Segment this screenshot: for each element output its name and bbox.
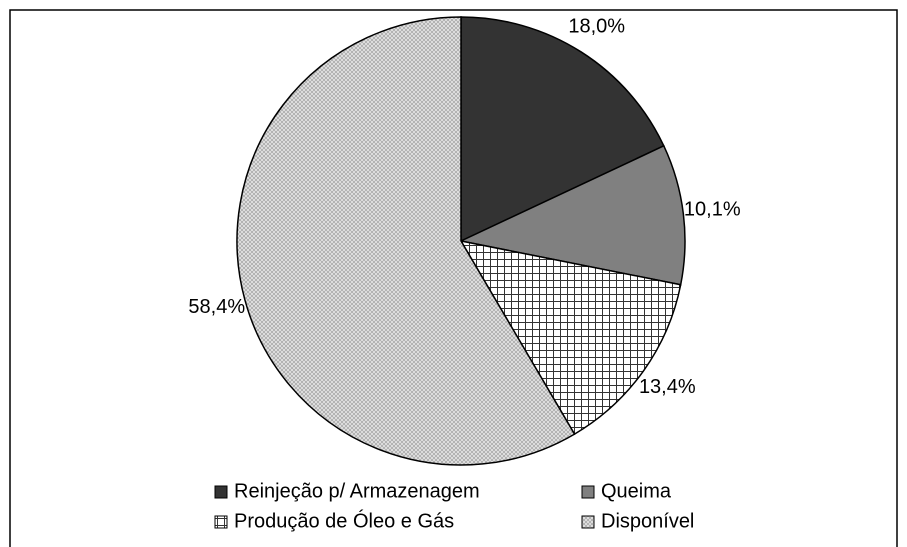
legend-swatch	[581, 485, 595, 499]
pie-slice	[236, 16, 576, 466]
legend-swatch	[214, 515, 228, 529]
legend-label: Queima	[601, 480, 672, 502]
legend-swatch	[214, 485, 228, 499]
pie-slice	[460, 16, 665, 243]
data-label: 13,4%	[639, 376, 696, 398]
data-label: 18,0%	[568, 16, 625, 38]
legend-label: Reinjeção p/ Armazenagem	[234, 480, 480, 502]
legend-label: Produção de Óleo e Gás	[234, 509, 454, 532]
legend-swatch	[581, 515, 595, 529]
pie-slice	[459, 239, 682, 436]
frame	[9, 9, 898, 547]
data-label: 10,1%	[684, 199, 741, 221]
data-label: 58,4%	[188, 296, 245, 318]
pie-slice	[458, 144, 686, 286]
legend-label: Disponível	[601, 510, 694, 532]
